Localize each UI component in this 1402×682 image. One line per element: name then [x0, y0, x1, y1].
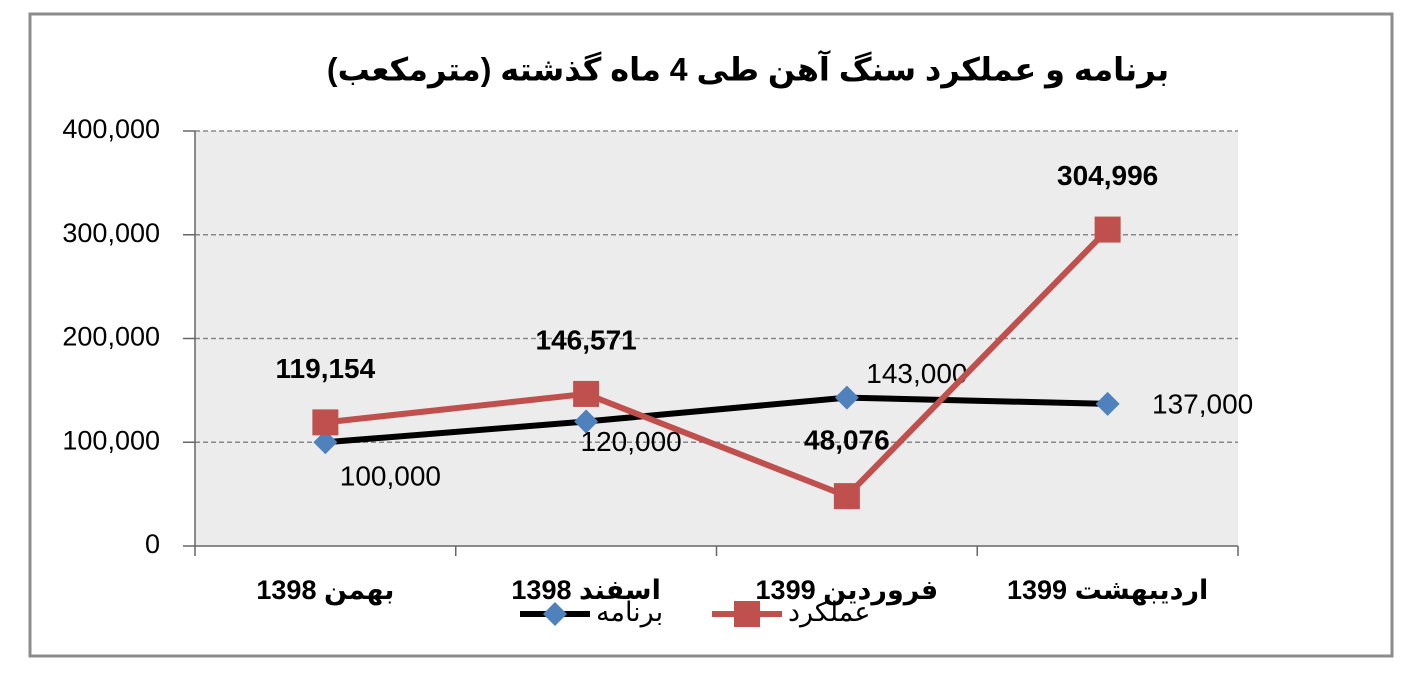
chart-title: برنامه و عملکرد سنگ آهن طی 4 ماه گذشته (… — [327, 49, 1169, 88]
series-line — [325, 394, 1108, 446]
y-tick-label: 400,000 — [62, 114, 160, 144]
data-point — [573, 380, 600, 407]
data-label: 143,000 — [866, 358, 967, 389]
y-tick-label: 100,000 — [62, 425, 160, 455]
data-label: 119,154 — [276, 353, 376, 384]
x-tick-label: فروردین 1399 — [756, 575, 939, 606]
legend-label: برنامه — [596, 597, 663, 628]
x-tick-label: بهمن 1398 — [256, 575, 394, 606]
y-tick-label: 300,000 — [62, 218, 160, 248]
data-label: 137,000 — [1152, 388, 1253, 419]
legend-marker — [734, 601, 760, 627]
data-point — [312, 409, 339, 436]
data-point — [313, 430, 338, 455]
series-line — [325, 227, 1110, 500]
data-label: 120,000 — [581, 426, 682, 457]
data-point — [574, 409, 599, 434]
data-point — [834, 385, 859, 410]
x-tick-label: اردیبهشت 1399 — [1007, 575, 1208, 606]
data-label: 304,996 — [1057, 160, 1158, 191]
data-point — [1094, 216, 1121, 243]
data-label: 48,076 — [804, 425, 890, 456]
data-point — [833, 483, 860, 510]
y-tick-label: 0 — [145, 529, 160, 559]
y-tick-label: 200,000 — [62, 322, 160, 352]
legend-marker — [543, 602, 567, 626]
x-tick-label: اسفند 1398 — [511, 575, 660, 605]
data-label: 100,000 — [340, 461, 441, 492]
legend-label: عملکرد — [788, 597, 871, 628]
data-label: 146,571 — [536, 324, 637, 355]
data-point — [1095, 391, 1120, 416]
